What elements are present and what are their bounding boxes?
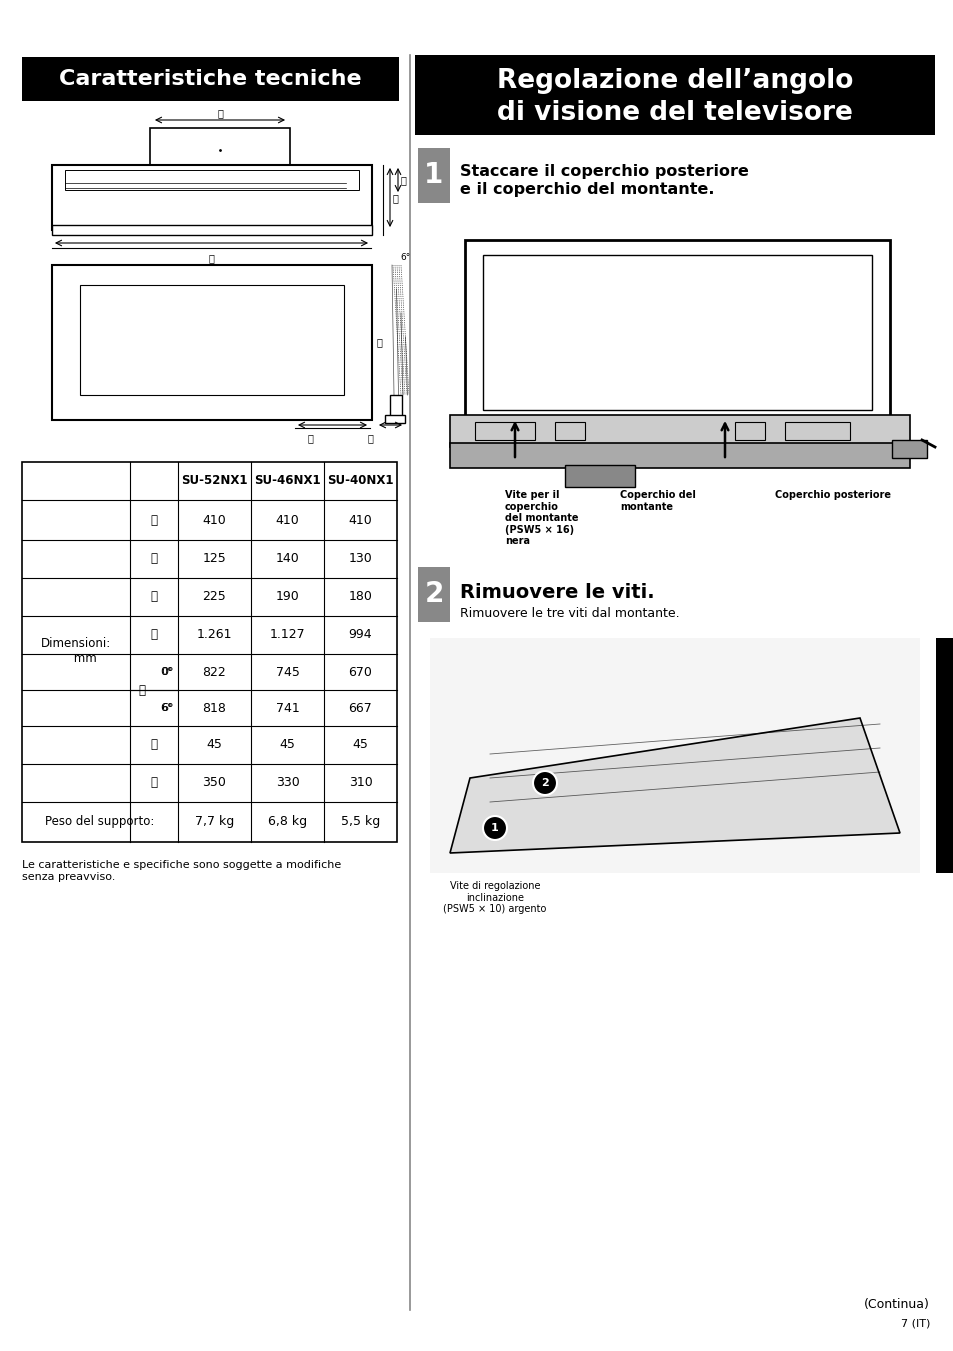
Text: 5,5 kg: 5,5 kg (340, 816, 379, 828)
Text: Rimuovere le tre viti dal montante.: Rimuovere le tre viti dal montante. (459, 607, 679, 620)
Text: Ⓔ: Ⓔ (376, 336, 382, 347)
Bar (935, 638, 953, 873)
Circle shape (533, 771, 557, 794)
Bar (450, 443, 909, 467)
Text: 350: 350 (202, 777, 226, 789)
Text: Ⓑ: Ⓑ (393, 193, 398, 203)
Text: 6°: 6° (399, 253, 410, 262)
Text: SU-46NX1: SU-46NX1 (253, 474, 320, 488)
Text: Dimensioni:
     mm: Dimensioni: mm (41, 638, 111, 665)
Text: 0°: 0° (161, 667, 173, 677)
Text: Ⓓ: Ⓓ (208, 253, 213, 263)
Text: 667: 667 (348, 701, 372, 715)
Text: Coperchio del
montante: Coperchio del montante (619, 490, 695, 512)
Bar (417, 149, 450, 203)
Bar (784, 422, 849, 440)
Bar (482, 255, 871, 409)
Bar (734, 422, 764, 440)
Text: Peso del supporto:: Peso del supporto: (45, 816, 154, 828)
Text: 45: 45 (207, 739, 222, 751)
Text: Coperchio posteriore: Coperchio posteriore (774, 490, 890, 500)
Bar (52, 265, 372, 420)
Bar (891, 440, 926, 458)
Bar (52, 165, 372, 230)
Text: 994: 994 (349, 628, 372, 642)
Text: Ⓐ: Ⓐ (151, 513, 157, 527)
Bar (430, 638, 919, 873)
Text: 130: 130 (348, 553, 372, 566)
Bar (444, 226, 929, 540)
Bar (415, 55, 934, 135)
Text: Ⓖ: Ⓖ (367, 434, 373, 443)
Bar (385, 415, 405, 423)
Text: Regolazione dell’angolo: Regolazione dell’angolo (497, 68, 852, 95)
Text: Ⓓ: Ⓓ (151, 628, 157, 642)
Text: 410: 410 (202, 513, 226, 527)
Bar (22, 57, 398, 101)
Text: Staccare il coperchio posteriore: Staccare il coperchio posteriore (459, 163, 748, 178)
Text: 0°: 0° (160, 667, 172, 677)
Text: Caratteristiche tecniche: Caratteristiche tecniche (59, 69, 361, 89)
Text: 2: 2 (540, 778, 548, 788)
Text: Vite per il
coperchio
del montante
(PSW5 × 16)
nera: Vite per il coperchio del montante (PSW5… (504, 490, 578, 546)
Text: 140: 140 (275, 553, 299, 566)
Text: Ⓒ: Ⓒ (151, 590, 157, 604)
Text: 410: 410 (348, 513, 372, 527)
Text: 1: 1 (491, 823, 498, 834)
Text: 6°: 6° (161, 703, 173, 713)
Bar (22, 462, 396, 842)
Text: Ⓔ: Ⓔ (138, 684, 146, 697)
Text: e il coperchio del montante.: e il coperchio del montante. (459, 182, 714, 197)
Text: Ⓒ: Ⓒ (400, 176, 406, 185)
Text: Vite di regolazione
inclinazione
(PSW5 × 10) argento: Vite di regolazione inclinazione (PSW5 ×… (443, 881, 546, 915)
Bar (475, 422, 535, 440)
Text: 7,7 kg: 7,7 kg (194, 816, 233, 828)
Bar (450, 415, 909, 447)
Circle shape (482, 816, 506, 840)
Text: Ⓕ: Ⓕ (151, 739, 157, 751)
Text: SU-40NX1: SU-40NX1 (327, 474, 394, 488)
Bar (65, 170, 358, 190)
Text: 7 (IT): 7 (IT) (900, 1319, 929, 1328)
Text: 741: 741 (275, 701, 299, 715)
Text: 670: 670 (348, 666, 372, 678)
Bar (555, 422, 584, 440)
Polygon shape (450, 717, 899, 852)
Text: 822: 822 (202, 666, 226, 678)
Text: 310: 310 (348, 777, 372, 789)
Text: 125: 125 (202, 553, 226, 566)
Bar (564, 465, 635, 486)
Text: 6°: 6° (160, 703, 172, 713)
Text: Ⓑ: Ⓑ (151, 553, 157, 566)
Bar (150, 128, 290, 173)
Text: 330: 330 (275, 777, 299, 789)
Text: 1.127: 1.127 (270, 628, 305, 642)
Text: (Continua): (Continua) (863, 1298, 929, 1310)
Text: Ⓖ: Ⓖ (151, 777, 157, 789)
Bar (390, 394, 401, 420)
Text: Rimuovere le viti.: Rimuovere le viti. (459, 584, 654, 603)
Bar (464, 240, 889, 426)
Bar (80, 285, 344, 394)
Text: Le caratteristiche e specifiche sono soggette a modifiche
senza preavviso.: Le caratteristiche e specifiche sono sog… (22, 861, 341, 882)
Text: 45: 45 (353, 739, 368, 751)
Text: Ⓕ: Ⓕ (307, 434, 313, 443)
Text: 2: 2 (424, 580, 443, 608)
Text: Ⓐ: Ⓐ (217, 108, 223, 118)
Text: 180: 180 (348, 590, 372, 604)
Text: 45: 45 (279, 739, 295, 751)
Text: 410: 410 (275, 513, 299, 527)
Text: SU-52NX1: SU-52NX1 (181, 474, 248, 488)
Text: 1: 1 (424, 161, 443, 189)
Text: 818: 818 (202, 701, 226, 715)
Text: 1.261: 1.261 (196, 628, 232, 642)
Text: di visione del televisore: di visione del televisore (497, 100, 852, 126)
Text: 745: 745 (275, 666, 299, 678)
Text: 225: 225 (202, 590, 226, 604)
Text: 6,8 kg: 6,8 kg (268, 816, 307, 828)
Bar (52, 226, 372, 235)
Text: 190: 190 (275, 590, 299, 604)
Bar (417, 567, 450, 621)
